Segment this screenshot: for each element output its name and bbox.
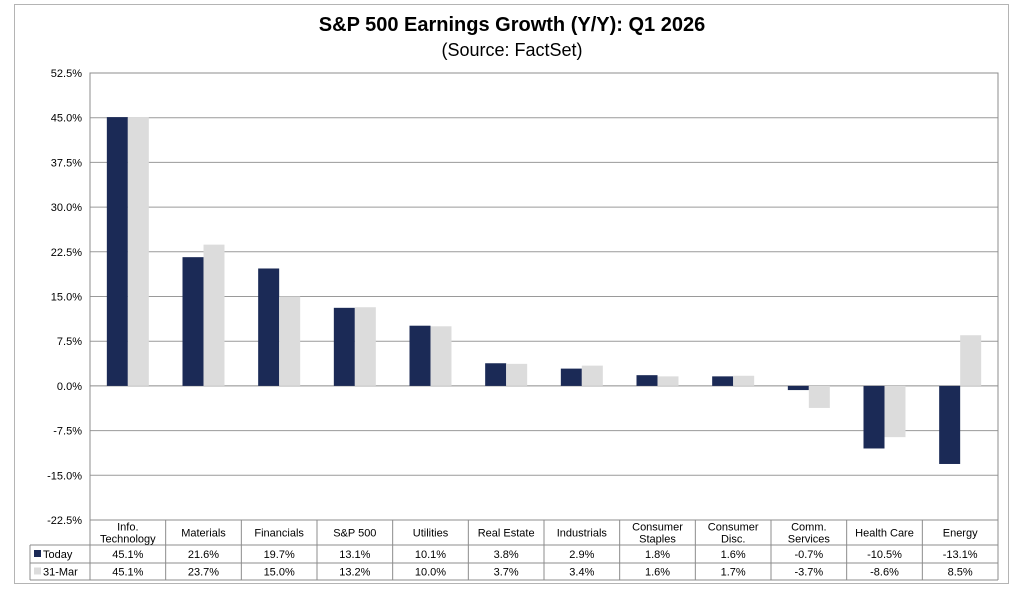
data-label: 1.6% bbox=[721, 549, 746, 561]
x-category-label: Comm. bbox=[791, 522, 826, 534]
y-tick-label: 15.0% bbox=[51, 292, 82, 304]
bar-31-mar bbox=[279, 296, 301, 386]
x-category-label: Health Care bbox=[855, 528, 914, 540]
y-tick-label: -15.0% bbox=[47, 470, 82, 482]
bar-31-mar bbox=[733, 375, 755, 386]
data-label: 1.8% bbox=[645, 549, 670, 561]
data-label: 3.7% bbox=[494, 567, 519, 579]
y-tick-label: -7.5% bbox=[53, 426, 82, 438]
x-category-label: Utilities bbox=[413, 528, 449, 540]
y-tick-label: -22.5% bbox=[47, 515, 82, 527]
data-label: 13.2% bbox=[339, 567, 370, 579]
data-label: 15.0% bbox=[264, 567, 295, 579]
data-label: 2.9% bbox=[569, 549, 594, 561]
x-category-label: Technology bbox=[100, 534, 156, 546]
data-label: 1.7% bbox=[721, 567, 746, 579]
x-category-label: Disc. bbox=[721, 534, 745, 546]
bar-31-mar bbox=[127, 117, 149, 386]
data-label: 23.7% bbox=[188, 567, 219, 579]
x-category-label: S&P 500 bbox=[333, 528, 376, 540]
data-label: 10.0% bbox=[415, 567, 446, 579]
bar-today bbox=[182, 257, 204, 386]
x-category-label: Real Estate bbox=[478, 528, 535, 540]
data-label: 19.7% bbox=[264, 549, 295, 561]
bar-31-mar bbox=[808, 385, 830, 408]
bar-31-mar bbox=[960, 335, 982, 386]
x-category-label: Consumer bbox=[632, 522, 683, 534]
x-category-label: Consumer bbox=[708, 522, 759, 534]
bar-31-mar bbox=[506, 363, 528, 386]
data-label: 10.1% bbox=[415, 549, 446, 561]
legend-label: 31-Mar bbox=[43, 567, 78, 579]
bar-31-mar bbox=[354, 307, 376, 386]
bar-today bbox=[863, 385, 885, 449]
data-label: -13.1% bbox=[943, 549, 978, 561]
data-label: -3.7% bbox=[794, 567, 823, 579]
data-label: 45.1% bbox=[112, 549, 143, 561]
x-category-label: Industrials bbox=[557, 528, 608, 540]
data-label: -8.6% bbox=[870, 567, 899, 579]
bar-today bbox=[258, 268, 280, 386]
bar-31-mar bbox=[581, 365, 603, 386]
y-tick-label: 45.0% bbox=[51, 113, 82, 125]
data-label: -10.5% bbox=[867, 549, 902, 561]
legend-key bbox=[34, 550, 41, 557]
y-tick-label: 0.0% bbox=[57, 381, 82, 393]
legend-key bbox=[34, 567, 41, 575]
bar-today bbox=[712, 376, 734, 386]
chart-frame bbox=[14, 4, 1009, 584]
data-label: 21.6% bbox=[188, 549, 219, 561]
bar-31-mar bbox=[430, 326, 452, 386]
x-category-label: Financials bbox=[254, 528, 304, 540]
bar-today bbox=[106, 117, 128, 386]
data-label: 45.1% bbox=[112, 567, 143, 579]
bar-31-mar bbox=[203, 244, 225, 386]
y-tick-label: 52.5% bbox=[51, 68, 82, 80]
x-category-label: Energy bbox=[943, 528, 978, 540]
data-label: 3.4% bbox=[569, 567, 594, 579]
y-tick-label: 22.5% bbox=[51, 247, 82, 259]
x-category-label: Info. bbox=[117, 522, 138, 534]
y-tick-label: 37.5% bbox=[51, 157, 82, 169]
bar-31-mar bbox=[884, 385, 906, 438]
data-label: 8.5% bbox=[948, 567, 973, 579]
bar-31-mar bbox=[657, 376, 679, 386]
bar-today bbox=[409, 325, 431, 386]
data-label: 13.1% bbox=[339, 549, 370, 561]
bar-today bbox=[560, 368, 582, 386]
bar-today bbox=[636, 375, 658, 386]
bar-today bbox=[485, 363, 507, 386]
x-category-label: Staples bbox=[639, 534, 676, 546]
x-category-label: Services bbox=[788, 534, 831, 546]
legend-label: Today bbox=[43, 549, 73, 561]
chart-title: S&P 500 Earnings Growth (Y/Y): Q1 2026 bbox=[318, 14, 706, 36]
data-label: 3.8% bbox=[494, 549, 519, 561]
bar-today bbox=[939, 385, 961, 464]
bar-today bbox=[333, 307, 355, 386]
y-tick-label: 30.0% bbox=[51, 202, 82, 214]
data-label: 1.6% bbox=[645, 567, 670, 579]
chart-subtitle: (Source: FactSet) bbox=[441, 40, 583, 60]
x-category-label: Materials bbox=[181, 528, 226, 540]
data-label: -0.7% bbox=[794, 549, 823, 561]
y-tick-label: 7.5% bbox=[57, 336, 82, 348]
bar-today bbox=[787, 385, 809, 391]
